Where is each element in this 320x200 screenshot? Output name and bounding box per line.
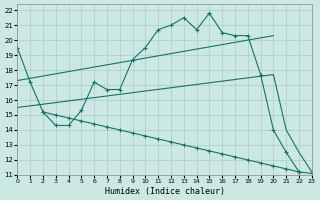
X-axis label: Humidex (Indice chaleur): Humidex (Indice chaleur)	[105, 187, 225, 196]
